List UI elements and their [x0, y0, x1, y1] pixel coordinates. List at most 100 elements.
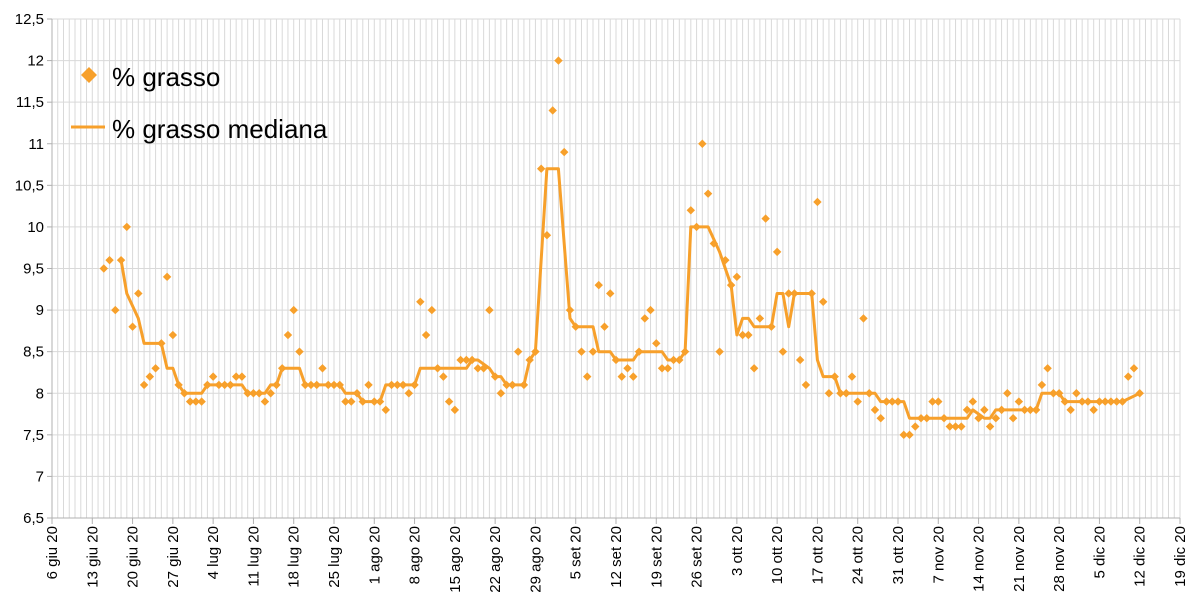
data-point-marker [203, 380, 212, 390]
data-point-marker [767, 322, 776, 331]
data-point-marker [1031, 405, 1041, 415]
data-point-marker [289, 305, 298, 315]
y-tick-label: 8,5 [23, 344, 44, 361]
data-point-marker [519, 380, 529, 390]
data-point-marker [1049, 389, 1058, 398]
data-point-marker [1003, 389, 1012, 398]
data-point-marker [272, 380, 281, 390]
x-tick-label: 5 dic 20 [1091, 526, 1108, 579]
data-point-marker [347, 397, 356, 406]
data-point-marker [370, 397, 379, 406]
data-point-marker [726, 280, 736, 290]
data-point-marker [283, 330, 293, 340]
data-point-marker [957, 422, 966, 431]
data-point-marker [462, 355, 471, 365]
data-point-marker [180, 389, 189, 398]
data-point-marker [335, 380, 344, 390]
data-point-marker [571, 322, 580, 331]
data-point-marker [565, 305, 575, 315]
data-point-marker [686, 206, 696, 215]
y-tick-label: 11,5 [16, 94, 44, 111]
data-point-marker [416, 297, 425, 306]
x-tick-label: 11 lug 20 [245, 526, 262, 587]
data-point-marker [577, 347, 586, 356]
data-point-marker [859, 314, 868, 323]
data-point-marker [916, 414, 926, 423]
data-point-marker [623, 364, 632, 373]
data-point-marker [818, 297, 828, 306]
x-tick-label: 17 ott 20 [809, 526, 826, 584]
data-point-marker [433, 364, 442, 373]
data-point-marker [790, 289, 799, 298]
x-tick-label: 24 ott 20 [850, 526, 867, 584]
data-point-marker [352, 389, 362, 398]
data-point-marker [934, 397, 943, 406]
data-point-marker [393, 380, 402, 390]
data-point-marker [312, 380, 321, 390]
data-point-marker [629, 372, 638, 381]
data-point-marker [703, 189, 713, 198]
data-point-marker [646, 305, 655, 315]
data-point-marker [899, 430, 908, 440]
data-point-marker [1089, 405, 1098, 415]
data-point-marker [1124, 372, 1133, 381]
grid-lines [51, 18, 1181, 519]
x-tick-label: 27 giu 20 [165, 526, 182, 588]
data-point-marker [1054, 389, 1064, 398]
data-point-marker [600, 322, 609, 331]
data-point-marker [185, 397, 195, 406]
x-tick-labels: 6 giu 20 13 giu 20 20 giu 20 27 giu 20 4 lug… [44, 526, 1189, 593]
x-tick-label: 1 ago 20 [366, 526, 383, 584]
data-point-marker [836, 389, 845, 398]
data-point-marker [842, 389, 851, 398]
data-point-marker [220, 380, 229, 390]
data-point-marker [387, 380, 396, 390]
legend: % grasso % grasso mediana [71, 62, 328, 144]
data-point-marker [985, 422, 995, 431]
data-point-marker [421, 330, 431, 340]
x-tick-label: 22 ago 20 [487, 526, 504, 593]
x-tick-label: 3 ott 20 [729, 526, 746, 576]
data-point-marker [824, 389, 834, 398]
data-point-marker [698, 139, 707, 148]
data-point-marker [870, 405, 880, 415]
x-tick-label: 12 dic 20 [1132, 526, 1149, 587]
data-point-marker [738, 330, 747, 340]
data-point-marker [991, 414, 1001, 423]
legend-entry-line: % grasso mediana [71, 114, 328, 144]
data-point-marker [214, 380, 224, 390]
x-tick-label: 4 lug 20 [205, 526, 222, 579]
data-point-marker [939, 414, 949, 423]
y-tick-label: 7 [36, 468, 44, 485]
data-point-marker [439, 372, 448, 381]
data-point-marker [485, 305, 494, 315]
data-point-marker [490, 372, 500, 381]
data-point-marker [364, 380, 373, 390]
data-point-marker [467, 355, 477, 365]
data-point-marker [318, 364, 327, 373]
data-point-marker [611, 355, 621, 365]
data-point-marker [1008, 414, 1018, 423]
data-point-marker [1060, 397, 1070, 406]
data-point-marker [905, 430, 914, 440]
scatter-series [99, 56, 1144, 440]
data-point-marker [709, 239, 719, 248]
data-point-marker [888, 397, 897, 406]
data-point-marker [876, 414, 885, 423]
x-tick-label: 13 giu 20 [84, 526, 101, 588]
data-point-marker [715, 347, 724, 356]
y-tick-label: 9 [36, 302, 44, 319]
data-point-marker [606, 289, 615, 298]
x-tick-label: 19 dic 20 [1172, 526, 1189, 587]
x-tick-label: 15 ago 20 [447, 526, 464, 593]
data-point-marker [721, 255, 730, 265]
data-point-marker [295, 347, 304, 356]
x-tick-label: 26 set 20 [689, 526, 706, 588]
data-point-marker [1066, 405, 1075, 415]
x-tick-label: 28 nov 20 [1051, 526, 1068, 592]
x-tick-label: 6 giu 20 [44, 526, 61, 579]
data-point-marker [1106, 397, 1116, 406]
x-tick-label: 7 nov 20 [930, 526, 947, 584]
data-point-marker [882, 397, 891, 406]
data-point-marker [657, 364, 667, 373]
